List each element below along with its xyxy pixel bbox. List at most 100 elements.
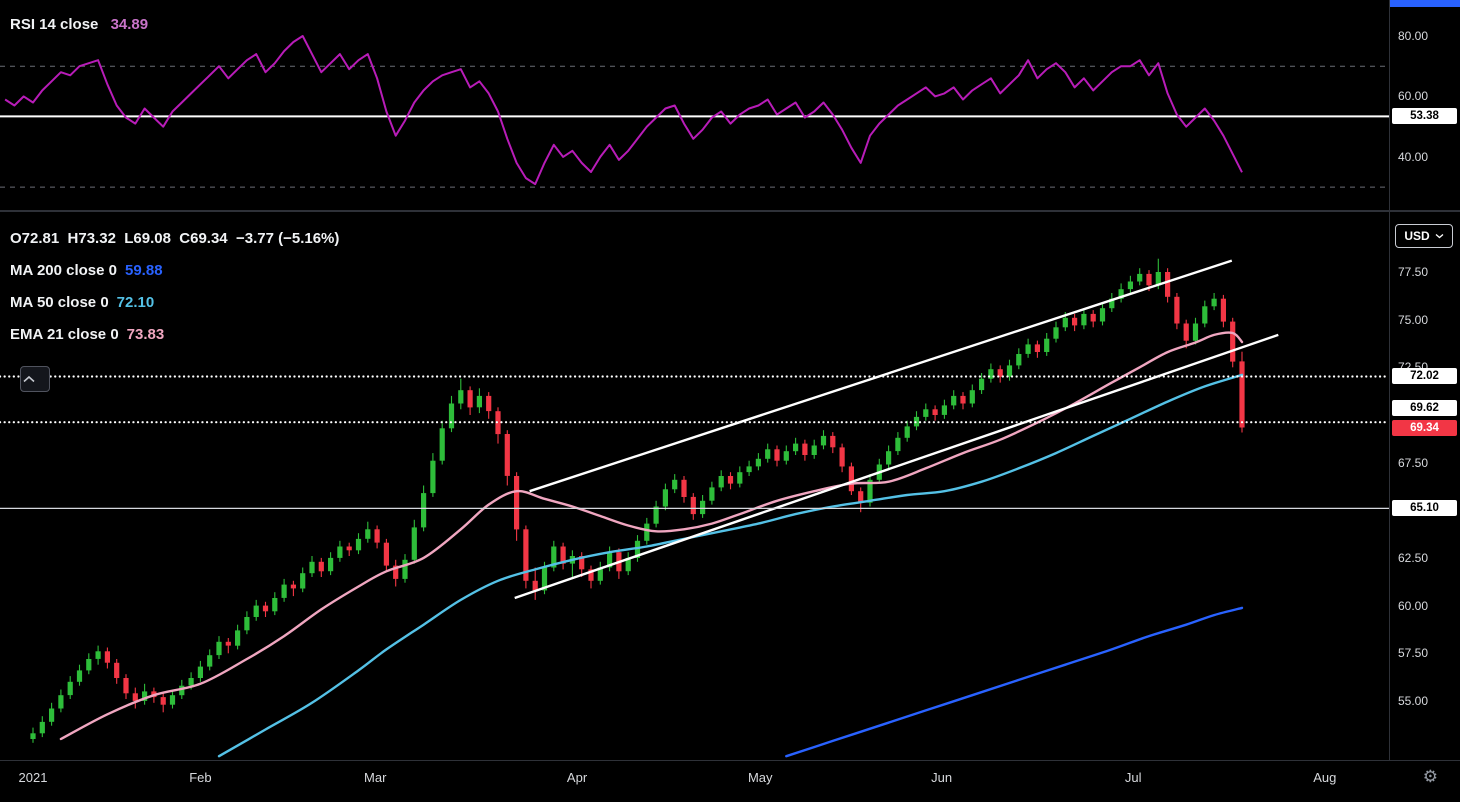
- price-tick-label: 77.50: [1398, 265, 1429, 279]
- axis-settings-gear-icon[interactable]: ⚙: [1422, 767, 1438, 786]
- candle-body: [76, 670, 83, 682]
- candle-body: [932, 409, 938, 415]
- candle-body: [383, 542, 389, 566]
- indicator-value: 59.88: [125, 261, 163, 279]
- candle-body: [718, 476, 724, 488]
- price-plot[interactable]: [0, 211, 1389, 760]
- candle-body: [1044, 338, 1050, 352]
- candle-body: [467, 390, 473, 408]
- candle-body: [58, 695, 64, 709]
- candle-body: [607, 552, 613, 568]
- candle-body: [1099, 308, 1106, 322]
- candle-body: [160, 697, 166, 705]
- indicator-name: MA 200 close 0: [10, 261, 117, 279]
- candle-body: [662, 489, 668, 507]
- trend-channel-line[interactable]: [514, 333, 1279, 600]
- candle-body: [588, 569, 594, 581]
- time-tick-label: Aug: [1313, 770, 1337, 785]
- time-tick-label: 2021: [18, 770, 48, 785]
- scale-top-highlight: [1390, 0, 1460, 7]
- currency-toggle-button[interactable]: USD: [1395, 224, 1453, 248]
- chart-area[interactable]: RSI 14 close 34.89 O72.81 H73.32 L69.08 …: [0, 0, 1389, 760]
- indicator-value: 73.83: [126, 325, 165, 343]
- candle-body: [86, 659, 92, 671]
- candle-body: [1062, 317, 1068, 328]
- candle-body: [486, 395, 492, 412]
- candle-body: [541, 567, 548, 591]
- price-tick-label: 67.50: [1398, 455, 1429, 470]
- candle-body: [951, 395, 957, 406]
- moving-average-line: [59, 331, 1244, 741]
- time-tick-label: Jul: [1124, 770, 1142, 785]
- candle-body: [262, 605, 269, 612]
- time-axis[interactable]: ⚙ 2021 Feb Mar Apr May Jun Jul Aug: [0, 760, 1460, 802]
- candle-body: [402, 559, 408, 579]
- indicator-value: 72.10: [116, 293, 155, 311]
- candle-body: [1109, 298, 1115, 309]
- candle-body: [811, 445, 817, 455]
- ohlc-values: O72.81 H73.32 L69.08 C69.34 −3.77 (−5.16…: [10, 229, 340, 247]
- candle-body: [39, 721, 45, 734]
- price-legend: O72.81 H73.32 L69.08 C69.34 −3.77 (−5.16…: [10, 222, 339, 350]
- candle-body: [904, 426, 910, 438]
- candle-body: [272, 598, 278, 612]
- candle-body: [430, 460, 436, 494]
- candle-body: [290, 584, 296, 589]
- chevron-down-icon: [1435, 234, 1444, 239]
- candle-body: [1127, 281, 1133, 290]
- candle-body: [690, 496, 696, 515]
- candle-body: [514, 476, 520, 530]
- indicator-legend-ma200[interactable]: MA 200 close 0 59.88: [10, 254, 339, 286]
- price-tick-label: 40.00: [1398, 149, 1429, 164]
- time-tick-label: Apr: [566, 770, 588, 785]
- candle-body: [727, 476, 734, 484]
- candle-body: [1183, 323, 1189, 341]
- candle-body: [1137, 273, 1143, 282]
- time-tick-label: Mar: [364, 770, 387, 785]
- rsi-legend-value: 34.89: [110, 16, 149, 33]
- candle-body: [960, 395, 966, 404]
- candle-body: [523, 529, 529, 581]
- candle-body: [95, 651, 101, 659]
- candle-body: [1155, 272, 1161, 286]
- price-tick-label: 57.50: [1398, 646, 1429, 661]
- price-badge: 69.62: [1392, 400, 1457, 417]
- ohlc-legend[interactable]: O72.81 H73.32 L69.08 C69.34 −3.77 (−5.16…: [10, 222, 339, 254]
- candle-body: [681, 479, 687, 497]
- candle-body: [253, 605, 259, 617]
- candle-body: [969, 390, 975, 404]
- indicator-legend-ema21[interactable]: EMA 21 close 0 73.83: [10, 318, 339, 350]
- candle-body: [504, 434, 510, 476]
- rsi-plot[interactable]: [0, 0, 1389, 211]
- pane-separator[interactable]: [0, 210, 1460, 212]
- candle-body: [318, 561, 324, 572]
- candle-body: [476, 395, 482, 408]
- candle-body: [1192, 323, 1199, 341]
- rsi-legend-title: RSI 14 close: [10, 16, 99, 33]
- price-badge: 65.10: [1392, 500, 1457, 517]
- price-badge: 72.02: [1392, 368, 1457, 385]
- candle-body: [672, 479, 678, 490]
- candle-body: [737, 472, 743, 484]
- indicator-legend-ma50[interactable]: MA 50 close 0 72.10: [10, 286, 339, 318]
- candle-body: [132, 693, 138, 701]
- candle-body: [1202, 306, 1208, 324]
- indicator-name: EMA 21 close 0: [10, 325, 119, 343]
- candle-body: [560, 546, 566, 564]
- price-tick-label: 55.00: [1398, 693, 1429, 708]
- moving-average-line: [785, 606, 1244, 758]
- trend-channel-line[interactable]: [529, 259, 1233, 493]
- candle-body: [448, 403, 455, 429]
- rsi-legend[interactable]: RSI 14 close 34.89: [10, 16, 148, 33]
- candle-body: [439, 428, 445, 461]
- price-scale[interactable]: USD 80.00 60.00 40.00 77.50 75.00 72.50 67.50 6…: [1389, 0, 1460, 760]
- candle-body: [49, 708, 55, 722]
- candle-body: [1034, 344, 1040, 352]
- candle-body: [988, 369, 994, 379]
- collapse-pane-button[interactable]: [20, 366, 50, 392]
- candle-body: [458, 390, 464, 404]
- candle-body: [551, 546, 557, 568]
- candle-body: [941, 405, 947, 415]
- candle-body: [225, 641, 231, 646]
